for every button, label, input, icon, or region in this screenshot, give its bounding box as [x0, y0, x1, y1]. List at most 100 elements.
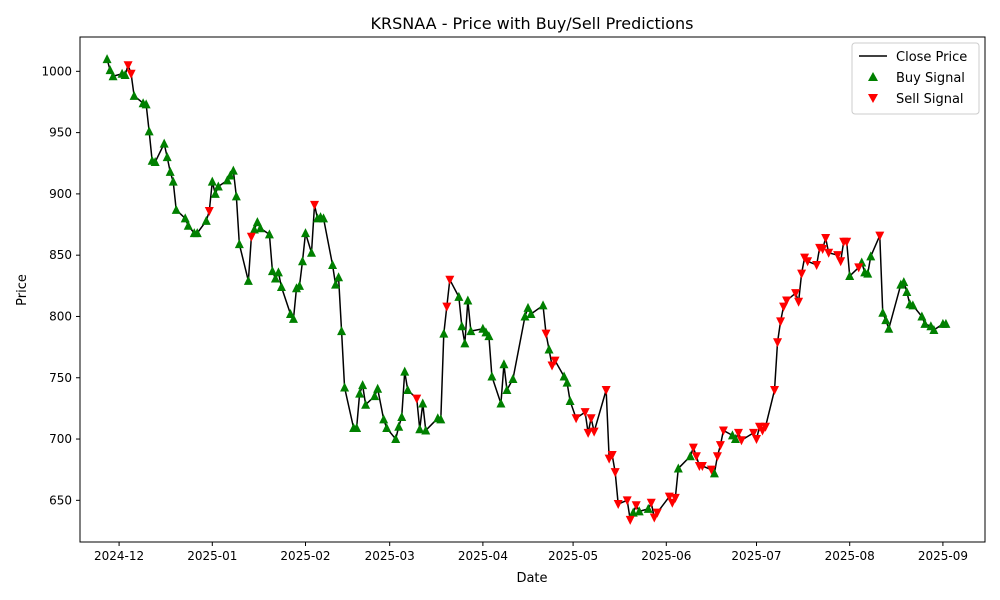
- buy-signal-marker: [234, 239, 244, 249]
- buy-signal-marker: [102, 54, 112, 64]
- buy-signal-marker: [328, 259, 338, 269]
- buy-signal-marker: [487, 371, 497, 381]
- sell-signal-marker: [445, 275, 455, 285]
- buy-signal-marker: [382, 423, 392, 433]
- buy-signal-marker: [255, 223, 265, 233]
- sell-signal-marker: [715, 441, 725, 451]
- sell-signal-marker: [782, 296, 792, 306]
- buy-signal-marker: [496, 398, 506, 408]
- sell-signal-marker: [824, 248, 834, 258]
- sell-signal-marker: [733, 428, 743, 438]
- buy-signal-marker: [400, 366, 410, 376]
- sell-signal-marker: [794, 297, 804, 307]
- buy-signal-marker: [141, 99, 151, 109]
- sell-signal-marker: [204, 207, 214, 217]
- buy-signal-marker: [878, 307, 888, 317]
- buy-signal-marker: [288, 313, 298, 323]
- y-tick-label: 1000: [41, 64, 72, 78]
- buy-signal-marker: [685, 451, 695, 461]
- sell-signal-marker: [718, 426, 728, 436]
- x-tick-label: 2025-09: [918, 549, 968, 563]
- sell-signal-marker: [821, 234, 831, 244]
- sell-signal-marker: [652, 508, 662, 518]
- sell-signal-marker: [589, 427, 599, 437]
- y-tick-label: 900: [49, 187, 72, 201]
- buy-signal-marker: [252, 217, 262, 227]
- buy-signal-marker: [391, 434, 401, 444]
- buy-signal-marker: [460, 338, 470, 348]
- legend-sell-marker-swatch: [868, 94, 878, 103]
- buy-signal-marker: [273, 267, 283, 277]
- buy-signal-marker: [165, 166, 175, 176]
- buy-signal-marker: [634, 506, 644, 516]
- buy-signal-marker: [120, 69, 130, 79]
- x-tick-label: 2025-03: [365, 549, 415, 563]
- buy-signal-marker: [168, 176, 178, 186]
- buy-signal-marker: [908, 300, 918, 310]
- buy-signal-marker: [210, 188, 220, 198]
- y-tick-label: 800: [49, 309, 72, 323]
- sell-signal-marker: [412, 394, 422, 404]
- x-axis: 2024-12 2025-01 2025-02 2025-03 2025-04 2025-…: [94, 542, 968, 563]
- sell-signal-markers: [123, 61, 885, 525]
- sell-signal-marker: [613, 500, 623, 510]
- buy-signal-marker: [207, 176, 217, 186]
- sell-signal-marker: [854, 263, 864, 273]
- x-tick-label: 2025-05: [548, 549, 598, 563]
- buy-signal-marker: [673, 463, 683, 473]
- buy-signal-marker: [294, 280, 304, 290]
- y-tick-label: 650: [49, 493, 72, 507]
- buy-signal-marker: [397, 411, 407, 421]
- sell-signal-marker: [875, 231, 885, 241]
- buy-signal-marker: [457, 321, 467, 331]
- sell-signal-marker: [610, 468, 620, 478]
- sell-signal-marker: [697, 462, 707, 472]
- buy-signal-marker: [300, 228, 310, 238]
- chart-title: KRSNAA - Price with Buy/Sell Predictions: [371, 14, 694, 33]
- buy-signal-marker: [559, 371, 569, 381]
- buy-signal-marker: [544, 344, 554, 354]
- sell-signal-marker: [833, 251, 843, 261]
- y-tick-label: 850: [49, 248, 72, 262]
- buy-signal-marker: [334, 272, 344, 282]
- buy-signal-marker: [331, 279, 341, 289]
- buy-signal-marker: [454, 291, 464, 301]
- buy-signal-marker: [484, 331, 494, 341]
- buy-signal-marker: [845, 271, 855, 281]
- buy-signal-marker: [192, 228, 202, 238]
- buy-signal-marker: [523, 302, 533, 312]
- sell-signal-marker: [586, 414, 596, 424]
- y-tick-label: 950: [49, 126, 72, 140]
- buy-signal-marker: [884, 323, 894, 333]
- x-tick-label: 2024-12: [94, 549, 144, 563]
- buy-signal-marker: [213, 181, 223, 191]
- buy-signal-marker: [881, 315, 891, 325]
- buy-signal-marker: [307, 247, 317, 257]
- buy-signal-marker: [709, 468, 719, 478]
- buy-signal-marker: [264, 229, 274, 239]
- sell-signal-marker: [748, 428, 758, 438]
- buy-signal-marker: [276, 282, 286, 292]
- buy-signal-marker: [379, 414, 389, 424]
- legend-buy-marker-swatch: [868, 72, 878, 81]
- buy-signal-marker: [403, 385, 413, 395]
- buy-signal-marker: [520, 311, 530, 321]
- buy-signal-marker: [643, 503, 653, 513]
- buy-signal-marker: [201, 215, 211, 225]
- sell-signal-marker: [797, 269, 807, 279]
- y-axis-label: Price: [15, 274, 30, 306]
- sell-signal-marker: [126, 69, 136, 79]
- sell-signal-marker: [691, 452, 701, 462]
- buy-signal-marker: [941, 318, 951, 328]
- buy-signal-marker: [150, 157, 160, 167]
- buy-signal-marker: [108, 71, 118, 81]
- buy-signal-marker: [180, 213, 190, 223]
- buy-signal-marker: [499, 359, 509, 369]
- sell-signal-marker: [601, 386, 611, 396]
- sell-signal-marker: [622, 496, 632, 506]
- buy-signal-marker: [866, 251, 876, 261]
- sell-signal-marker: [583, 428, 593, 438]
- buy-signal-marker: [917, 311, 927, 321]
- buy-signal-marker: [162, 152, 172, 162]
- sell-signal-marker: [607, 450, 617, 460]
